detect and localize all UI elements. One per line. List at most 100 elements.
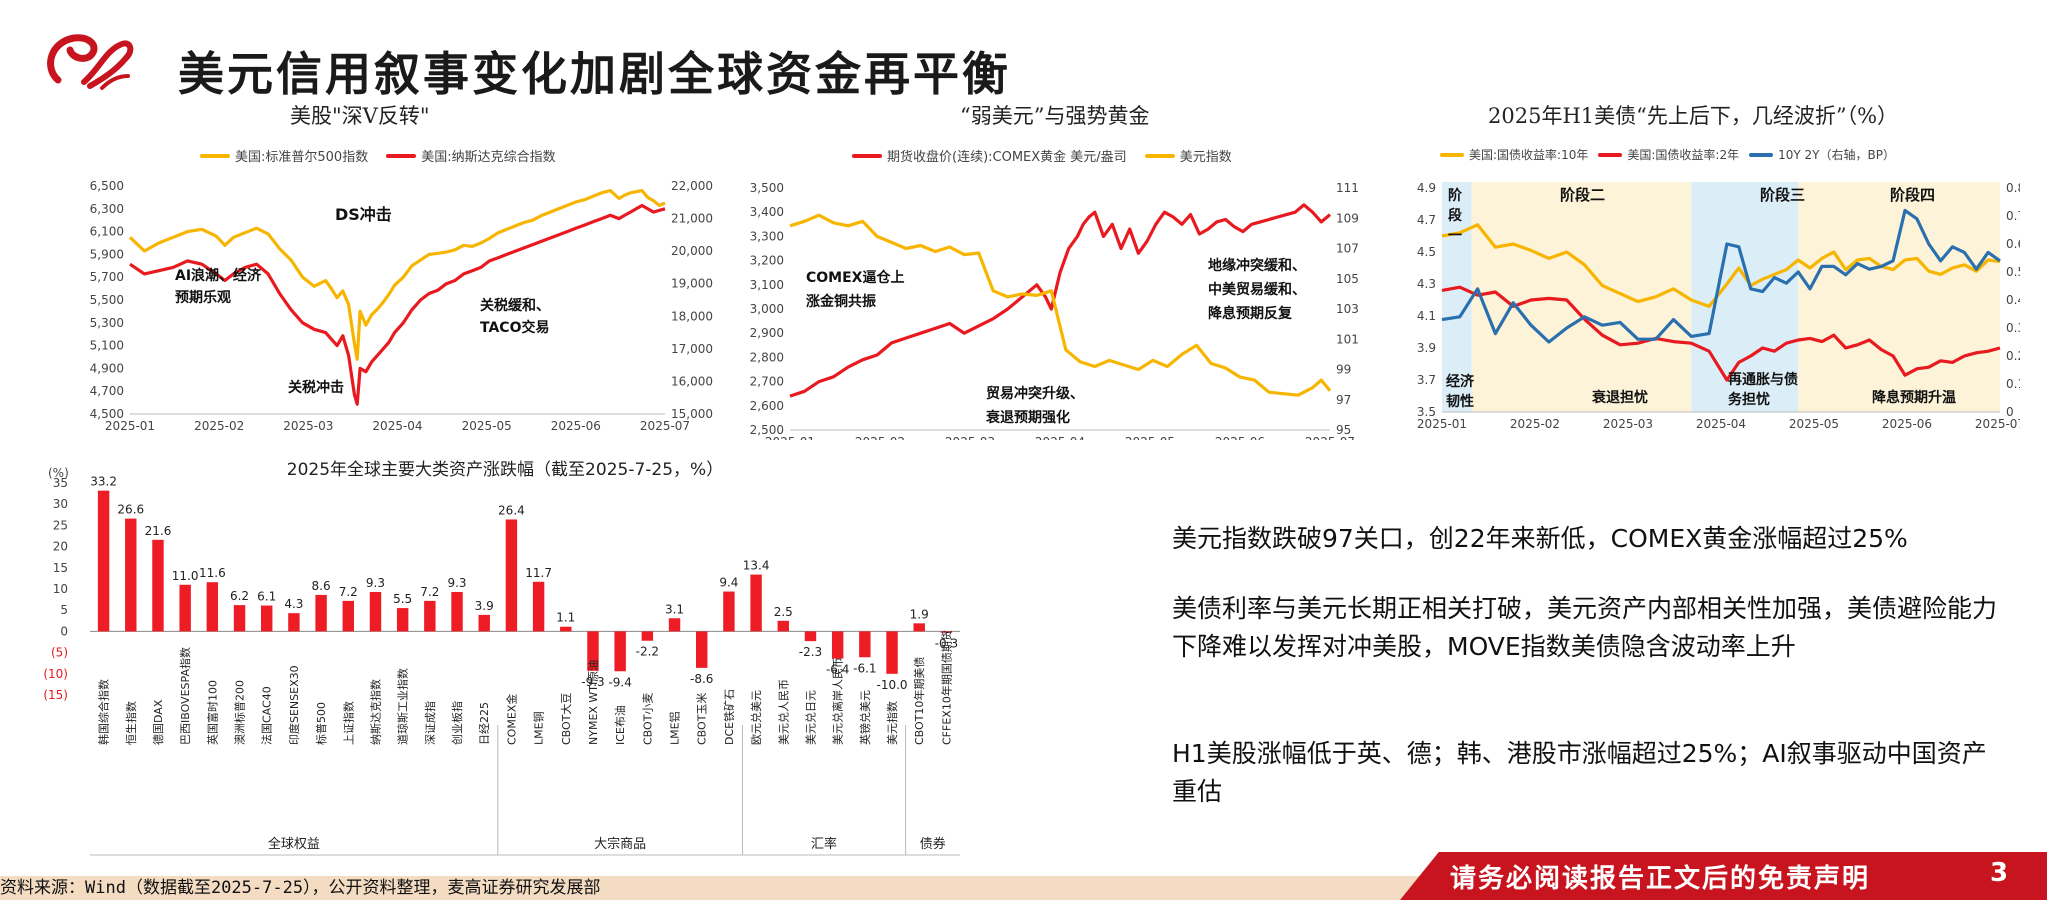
y-right-tick-label: 15,000 [671,407,713,421]
category-label: CBOT10年期美债 [912,657,926,745]
bullet-point-3: H1美股涨幅低于英、德；韩、港股市涨幅超过25%；AI叙事驱动中国资产重估 [1172,739,1987,806]
y-left-tick-label: 4,500 [90,407,124,421]
series-line-1 [789,203,1332,398]
x-tick-label: 2025-05 [1789,417,1839,431]
x-tick-label: 2025-01 [105,419,155,433]
series-line-2 [789,213,1332,397]
y-left-tick-label: 3.7 [1417,373,1436,387]
y-left-tick-label: 2,900 [750,326,784,340]
bar [886,631,898,674]
chart-asset-returns: 2025年全球主要大类资产涨跌幅（截至2025-7-25，%） (%)35 30 25… [43,460,960,856]
category-label: LME铝 [668,711,682,745]
bar-value-label: 5.5 [393,592,412,606]
y-left-tick-label: 4.3 [1417,277,1436,291]
y-right-tick-label: 16,000 [671,374,713,388]
category-label: 标普500 [314,702,328,745]
bullet-point-1: 美元指数跌破97关口，创22年来新低，COMEX黄金涨幅超过25% [1172,524,1908,553]
bar [97,490,110,632]
bar [505,519,518,632]
x-tick-label: 2025-06 [1882,417,1932,431]
x-tick-label: 2025-01 [765,435,815,440]
bar-value-label: 11.0 [172,569,199,583]
legend-label: 美国:标准普尔500指数 [235,150,369,165]
chart1-legend: 美国:标准普尔500指数 美国:纳斯达克综合指数 [200,146,556,165]
chart2-subtitle: “弱美元”与强势黄金 [960,104,1150,128]
bar-value-label: -0.3 [935,637,958,651]
y-right-tick-label: 21,000 [671,212,713,226]
y-left-tick-label: 5,500 [90,293,124,307]
bar-value-label: 3.9 [475,599,494,613]
bar-value-label: 7.2 [339,585,358,599]
bar-value-label: 2.5 [774,605,793,619]
y-right-tick-label: 22,000 [671,179,713,193]
footer-source: 资料来源：Wind（数据截至2025-7-25），公开资料整理，麦高证券研究发展… [0,878,601,898]
bullet-point-2: 美债利率与美元长期正相关打破，美元资产内部相关性加强，美债避险能力下降难以发挥对… [1172,594,1998,661]
bar-value-label: -2.2 [636,645,659,659]
chart-annotation: 衰退担忧 [1591,389,1648,406]
bar-value-label: 11.6 [199,566,226,580]
bar-value-label: -9.3 [581,675,604,689]
category-label: 上证指数 [341,701,355,745]
bar-value-label: -2.3 [799,645,822,659]
y-left-tick-label: 5,700 [90,270,124,284]
y-right-tick-label: 111 [1336,181,1359,195]
bar-value-label: 1.9 [910,607,929,621]
chart-annotation: 贸易冲突升级、衰退预期强化 [985,385,1084,426]
bar [233,605,246,632]
category-label: LME铜 [532,711,546,745]
y-right-tick-label: 105 [1336,272,1359,286]
x-tick-label: 2025-04 [1696,417,1746,431]
y-right-tick-label: 0 [2006,405,2014,419]
y-right-tick-label: 18,000 [671,309,713,323]
bar [913,623,925,632]
y-left-tick-label: 3,500 [750,181,784,195]
x-tick-label: 2025-04 [372,419,422,433]
category-label: CFFEX10年期国债期货 [939,630,953,745]
legend-swatch-red-icon [1598,152,1623,157]
bar-value-label: -9.4 [608,675,631,689]
group-label: 大宗商品 [594,836,646,852]
chart-annotation: COMEX逼仓上涨金铜共振 [806,269,904,310]
y-left-tick-label: 2,700 [750,375,784,389]
x-tick-label: 2025-06 [1215,435,1265,440]
page-title: 美元信用叙事变化加剧全球资金再平衡 [178,47,1011,101]
x-tick-label: 2025-02 [1510,417,1560,431]
y-left-tick-label: 6,300 [90,202,124,216]
x-tick-label: 2025-07 [640,419,690,433]
y-left-tick-label: 3.5 [1417,405,1436,419]
y-tick-label: 15 [53,561,68,575]
bar [369,591,382,632]
series-line-1 [1441,223,2001,308]
chart-annotation: 地缘冲突缓和、中美贸易缓和、降息预期反复 [1208,257,1306,322]
category-label: 道琼斯工业指数 [396,668,410,745]
bar [587,631,599,671]
y-left-tick-label: 3.9 [1417,341,1436,355]
y-left-tick-label: 4,700 [90,384,124,398]
bar [261,605,273,632]
chart3-subtitle: 2025年H1美债“先上后下，几经波折”（%） [1488,104,1899,128]
bar [831,631,844,659]
y-left-tick-label: 3,100 [750,278,784,292]
legend-sp500: 美国:标准普尔500指数 [200,146,368,165]
bar [560,626,572,632]
y-right-tick-label: 19,000 [671,277,713,291]
chart-annotation: 经济韧性 [1446,373,1475,410]
bar [315,594,327,632]
legend-label: 美国:国债收益率:2年 [1627,148,1740,162]
y-left-tick-label: 2,500 [750,423,784,437]
x-tick-label: 2025-05 [462,419,512,433]
legend-comex-gold: 期货收盘价(连续):COMEX黄金 美元/盎司 [852,146,1127,165]
category-label: CBOT玉米 [696,693,709,745]
category-label: DCE铁矿石 [723,689,736,745]
legend-swatch-red-icon [386,153,417,158]
bar-value-label: 33.2 [90,475,117,489]
legend-label: 美国:国债收益率:10年 [1469,148,1589,162]
y-left-tick-label: 2,800 [750,350,784,364]
bar-value-label: 6.2 [230,589,249,603]
y-left-tick-label: 3,400 [750,205,784,219]
category-label: ICE布油 [613,705,627,745]
footer-red-banner [1400,852,2047,900]
bar [723,591,735,632]
bar [804,631,817,642]
x-tick-label: 2025-07 [1305,435,1355,440]
